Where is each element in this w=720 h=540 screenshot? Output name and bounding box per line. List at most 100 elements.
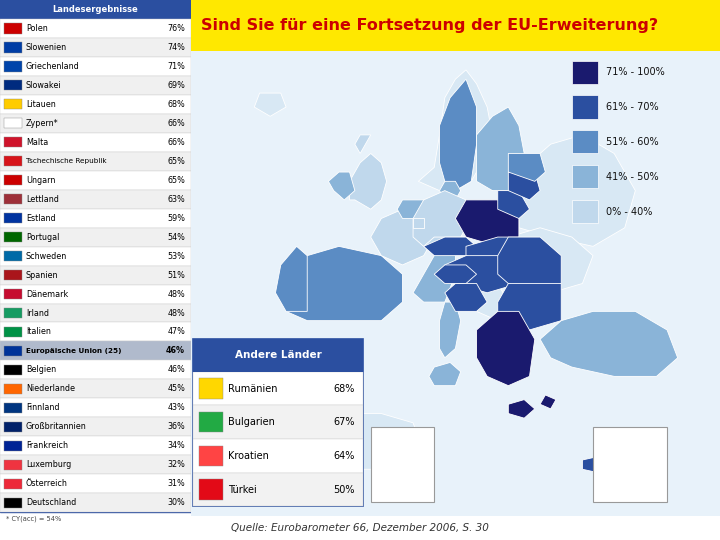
Polygon shape <box>286 246 402 321</box>
Bar <box>4 289 22 299</box>
Bar <box>0 399 191 417</box>
Text: Andere Länder: Andere Länder <box>235 350 322 361</box>
Polygon shape <box>540 312 678 376</box>
Bar <box>199 446 222 466</box>
Text: Tschechische Republik: Tschechische Republik <box>26 158 107 164</box>
Bar <box>0 152 191 171</box>
Text: 68%: 68% <box>167 100 185 109</box>
Bar <box>0 190 191 208</box>
Text: Estland: Estland <box>26 214 55 222</box>
Polygon shape <box>439 302 461 358</box>
Text: Dänemark: Dänemark <box>26 289 68 299</box>
Polygon shape <box>423 237 477 255</box>
Bar <box>0 57 191 76</box>
Polygon shape <box>439 181 461 200</box>
Text: 34%: 34% <box>167 441 185 450</box>
Text: 59%: 59% <box>167 214 185 222</box>
Text: 69%: 69% <box>167 81 185 90</box>
Bar <box>4 403 22 413</box>
Text: 0% - 40%: 0% - 40% <box>606 206 652 217</box>
Bar <box>0 94 191 114</box>
Text: Zypern*: Zypern* <box>26 119 58 128</box>
Polygon shape <box>418 70 492 191</box>
Polygon shape <box>456 200 519 246</box>
Text: 64%: 64% <box>333 451 355 461</box>
Text: 66%: 66% <box>167 119 185 128</box>
Text: 71% - 100%: 71% - 100% <box>606 67 665 77</box>
Polygon shape <box>413 246 456 302</box>
Polygon shape <box>397 200 429 219</box>
Text: 47%: 47% <box>167 327 185 336</box>
Text: 71%: 71% <box>167 62 185 71</box>
Polygon shape <box>408 460 429 474</box>
Polygon shape <box>519 135 635 246</box>
Polygon shape <box>392 464 418 483</box>
Bar <box>4 308 22 318</box>
Bar <box>4 270 22 280</box>
Bar <box>371 428 434 502</box>
Text: 50%: 50% <box>333 484 355 495</box>
Bar <box>0 247 191 266</box>
Polygon shape <box>540 395 556 409</box>
Text: 53%: 53% <box>167 252 185 261</box>
Text: Polen: Polen <box>26 24 48 33</box>
Polygon shape <box>445 284 487 312</box>
Text: Italien: Italien <box>26 327 50 336</box>
Text: Portugal: Portugal <box>26 233 59 241</box>
Polygon shape <box>609 469 641 488</box>
Text: 36%: 36% <box>167 422 185 431</box>
Text: Schweden: Schweden <box>26 252 67 261</box>
Bar <box>4 99 22 110</box>
Text: Ungarn: Ungarn <box>26 176 55 185</box>
Bar <box>194 339 363 372</box>
Text: 54%: 54% <box>167 233 185 241</box>
Polygon shape <box>466 284 508 321</box>
Polygon shape <box>328 172 355 200</box>
Bar <box>572 130 598 153</box>
Text: Lettland: Lettland <box>26 194 58 204</box>
Polygon shape <box>498 237 562 293</box>
Bar <box>4 327 22 337</box>
Text: 66%: 66% <box>167 138 185 147</box>
Text: 43%: 43% <box>167 403 185 413</box>
Bar <box>0 417 191 436</box>
Text: Griechenland: Griechenland <box>26 62 79 71</box>
Text: Belgien: Belgien <box>26 366 56 374</box>
Polygon shape <box>439 79 477 191</box>
Bar <box>572 165 598 188</box>
Text: Rumänien: Rumänien <box>228 383 277 394</box>
Polygon shape <box>276 246 307 312</box>
Polygon shape <box>498 284 562 330</box>
Text: Malta: Malta <box>26 138 48 147</box>
Bar <box>0 341 191 361</box>
Bar <box>4 61 22 71</box>
Text: Landesergebnisse: Landesergebnisse <box>53 5 138 14</box>
Bar <box>4 384 22 394</box>
Text: Österreich: Österreich <box>26 480 68 488</box>
Bar <box>0 114 191 133</box>
Bar <box>194 439 363 472</box>
Text: Slowakei: Slowakei <box>26 81 61 90</box>
Bar <box>572 60 598 84</box>
Bar <box>0 361 191 380</box>
Text: * CY(acc) = 54%: * CY(acc) = 54% <box>6 515 61 522</box>
Bar <box>199 379 222 399</box>
Bar <box>0 455 191 474</box>
Bar <box>0 76 191 94</box>
Bar <box>194 472 363 507</box>
Bar <box>0 208 191 228</box>
Bar <box>4 497 22 508</box>
Bar <box>593 428 667 502</box>
Bar <box>0 0 191 19</box>
Polygon shape <box>582 455 614 474</box>
Bar <box>4 137 22 147</box>
Text: 67%: 67% <box>333 417 355 427</box>
Text: Slowenien: Slowenien <box>26 43 67 52</box>
Text: 30%: 30% <box>167 498 185 507</box>
Bar <box>0 436 191 455</box>
Text: Kroatien: Kroatien <box>228 451 269 461</box>
Text: Europäische Union (25): Europäische Union (25) <box>26 348 121 354</box>
Bar <box>4 23 22 33</box>
Bar <box>4 80 22 91</box>
Polygon shape <box>233 414 423 469</box>
